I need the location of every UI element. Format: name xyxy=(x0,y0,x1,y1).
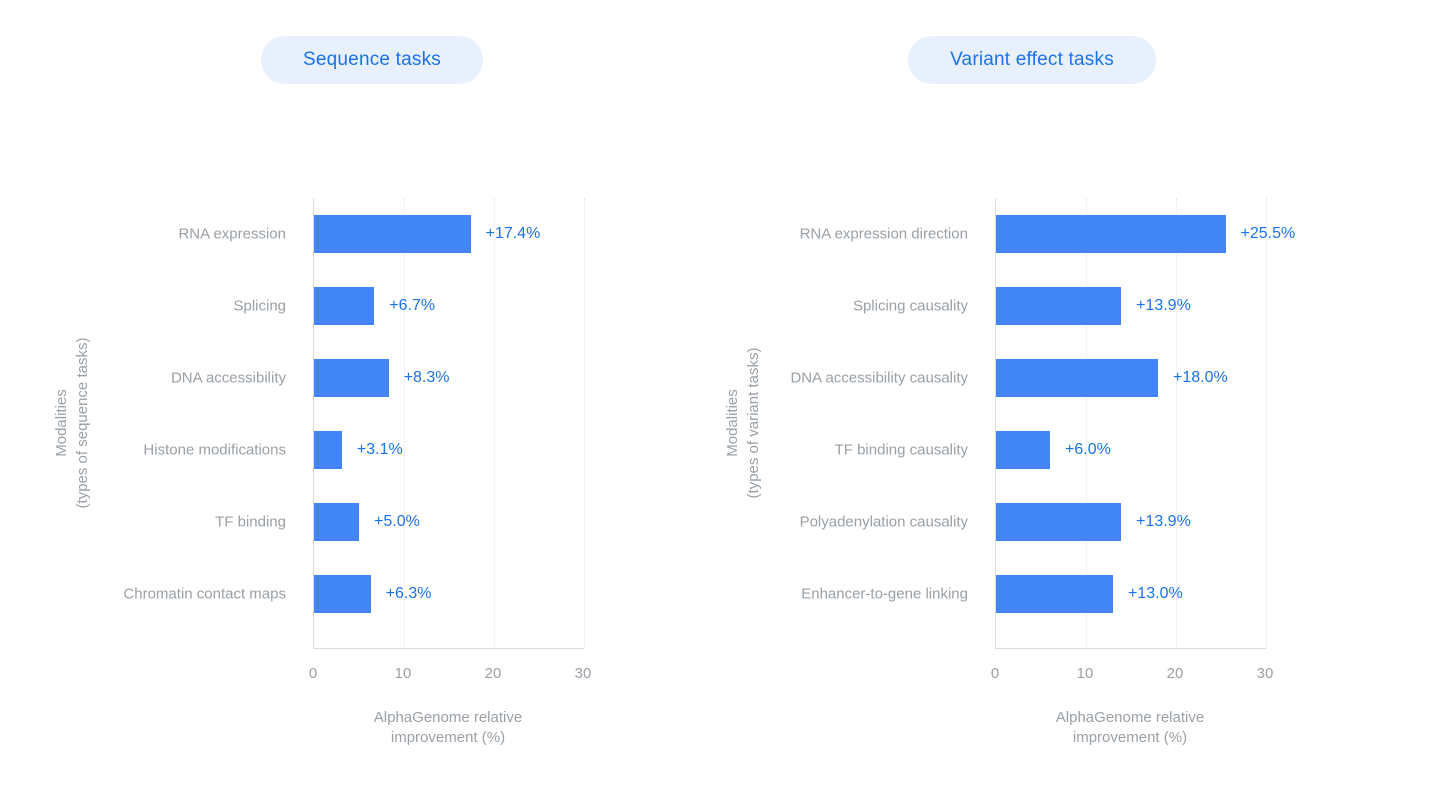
value-label: +18.0% xyxy=(1173,368,1228,386)
category-label: Splicing xyxy=(233,297,286,314)
sequence-tasks-pill: Sequence tasks xyxy=(261,36,483,84)
x-tick-label: 0 xyxy=(990,665,1000,682)
bar xyxy=(996,358,1158,397)
category-label: DNA accessibility causality xyxy=(790,369,968,386)
plot-area: RNA expression +17.4% Splicing +6.7% DNA acc… xyxy=(123,198,585,649)
x-tick-label: 10 xyxy=(394,665,412,682)
bar-row: RNA expression direction +25.5% xyxy=(800,214,1295,253)
plot-area: RNA expression direction +25.5% Splicing c… xyxy=(790,198,1295,649)
bar xyxy=(314,430,342,469)
category-label: TF binding causality xyxy=(834,441,968,458)
value-label: +8.3% xyxy=(403,368,450,386)
gridline xyxy=(584,198,585,648)
value-label: +17.4% xyxy=(485,224,541,242)
value-label: +5.0% xyxy=(374,512,420,530)
variant-effect-tasks-chart: Variant effect tasks Modalities (types o… xyxy=(682,0,1440,810)
category-label: RNA expression xyxy=(178,225,286,242)
bar xyxy=(996,286,1122,325)
category-label: Histone modifications xyxy=(143,441,286,458)
bar-row: Polyadenylation causality +13.9% xyxy=(800,502,1266,541)
value-label: +25.5% xyxy=(1240,224,1296,242)
category-label: Enhancer-to-gene linking xyxy=(801,585,968,602)
category-label: Polyadenylation causality xyxy=(799,513,968,530)
bar-row: TF binding +5.0% xyxy=(215,502,584,541)
y-axis-label: Modalities (types of variant tasks) xyxy=(724,347,762,499)
value-label: +6.0% xyxy=(1065,440,1111,458)
bar xyxy=(314,574,371,613)
bar xyxy=(314,286,375,325)
x-tick-label: 20 xyxy=(1166,665,1184,682)
chart-title: Variant effect tasks xyxy=(950,49,1114,70)
bar-row: Histone modifications +3.1% xyxy=(143,430,584,469)
x-axis-ticks: 0 10 20 30 xyxy=(991,665,1274,685)
bar xyxy=(314,502,359,541)
x-axis-ticks: 0 10 20 30 xyxy=(309,665,592,685)
value-label: +13.0% xyxy=(1128,584,1183,602)
bar xyxy=(314,358,389,397)
gridline xyxy=(1176,198,1177,648)
x-axis-label: AlphaGenome relative improvement (%) xyxy=(1055,709,1205,747)
bar-row: DNA accessibility causality +18.0% xyxy=(790,358,1266,397)
value-label: +6.7% xyxy=(389,296,436,314)
category-label: TF binding xyxy=(215,513,286,530)
bar xyxy=(314,214,471,253)
bar xyxy=(996,214,1226,253)
bar xyxy=(996,574,1113,613)
bar-row: Splicing +6.7% xyxy=(233,286,584,325)
x-tick-label: 0 xyxy=(308,665,318,682)
bar-row: DNA accessibility +8.3% xyxy=(171,358,584,397)
x-tick-label: 30 xyxy=(1256,665,1274,682)
bar-row: Splicing causality +13.9% xyxy=(853,286,1266,325)
bar xyxy=(996,502,1122,541)
variant-effect-tasks-pill: Variant effect tasks xyxy=(908,36,1156,84)
gridline xyxy=(1086,198,1087,648)
gridline xyxy=(1266,198,1267,648)
x-tick-label: 30 xyxy=(574,665,592,682)
value-label: +13.9% xyxy=(1136,296,1191,314)
category-label: DNA accessibility xyxy=(170,369,286,386)
value-label: +13.9% xyxy=(1136,512,1191,530)
gridline xyxy=(494,198,495,648)
x-tick-label: 20 xyxy=(484,665,502,682)
bar-row: Chromatin contact maps +6.3% xyxy=(123,574,584,613)
value-label: +6.3% xyxy=(385,584,432,602)
bar-row: RNA expression +17.4% xyxy=(178,214,584,253)
x-tick-label: 10 xyxy=(1076,665,1094,682)
gridline xyxy=(404,198,405,648)
x-axis-label: AlphaGenome relative improvement (%) xyxy=(373,709,523,747)
y-axis-label: Modalities (types of sequence tasks) xyxy=(53,337,91,509)
category-label: Splicing causality xyxy=(852,297,968,314)
bar-row: TF binding causality +6.0% xyxy=(835,430,1266,469)
sequence-tasks-chart: Sequence tasks Modalities (types of sequ… xyxy=(53,36,592,747)
category-label: Chromatin contact maps xyxy=(123,585,286,602)
category-label: RNA expression direction xyxy=(799,225,968,242)
value-label: +3.1% xyxy=(356,440,403,458)
bar xyxy=(996,430,1050,469)
bar-row: Enhancer-to-gene linking +13.0% xyxy=(801,574,1266,613)
chart-title: Sequence tasks xyxy=(303,49,441,70)
